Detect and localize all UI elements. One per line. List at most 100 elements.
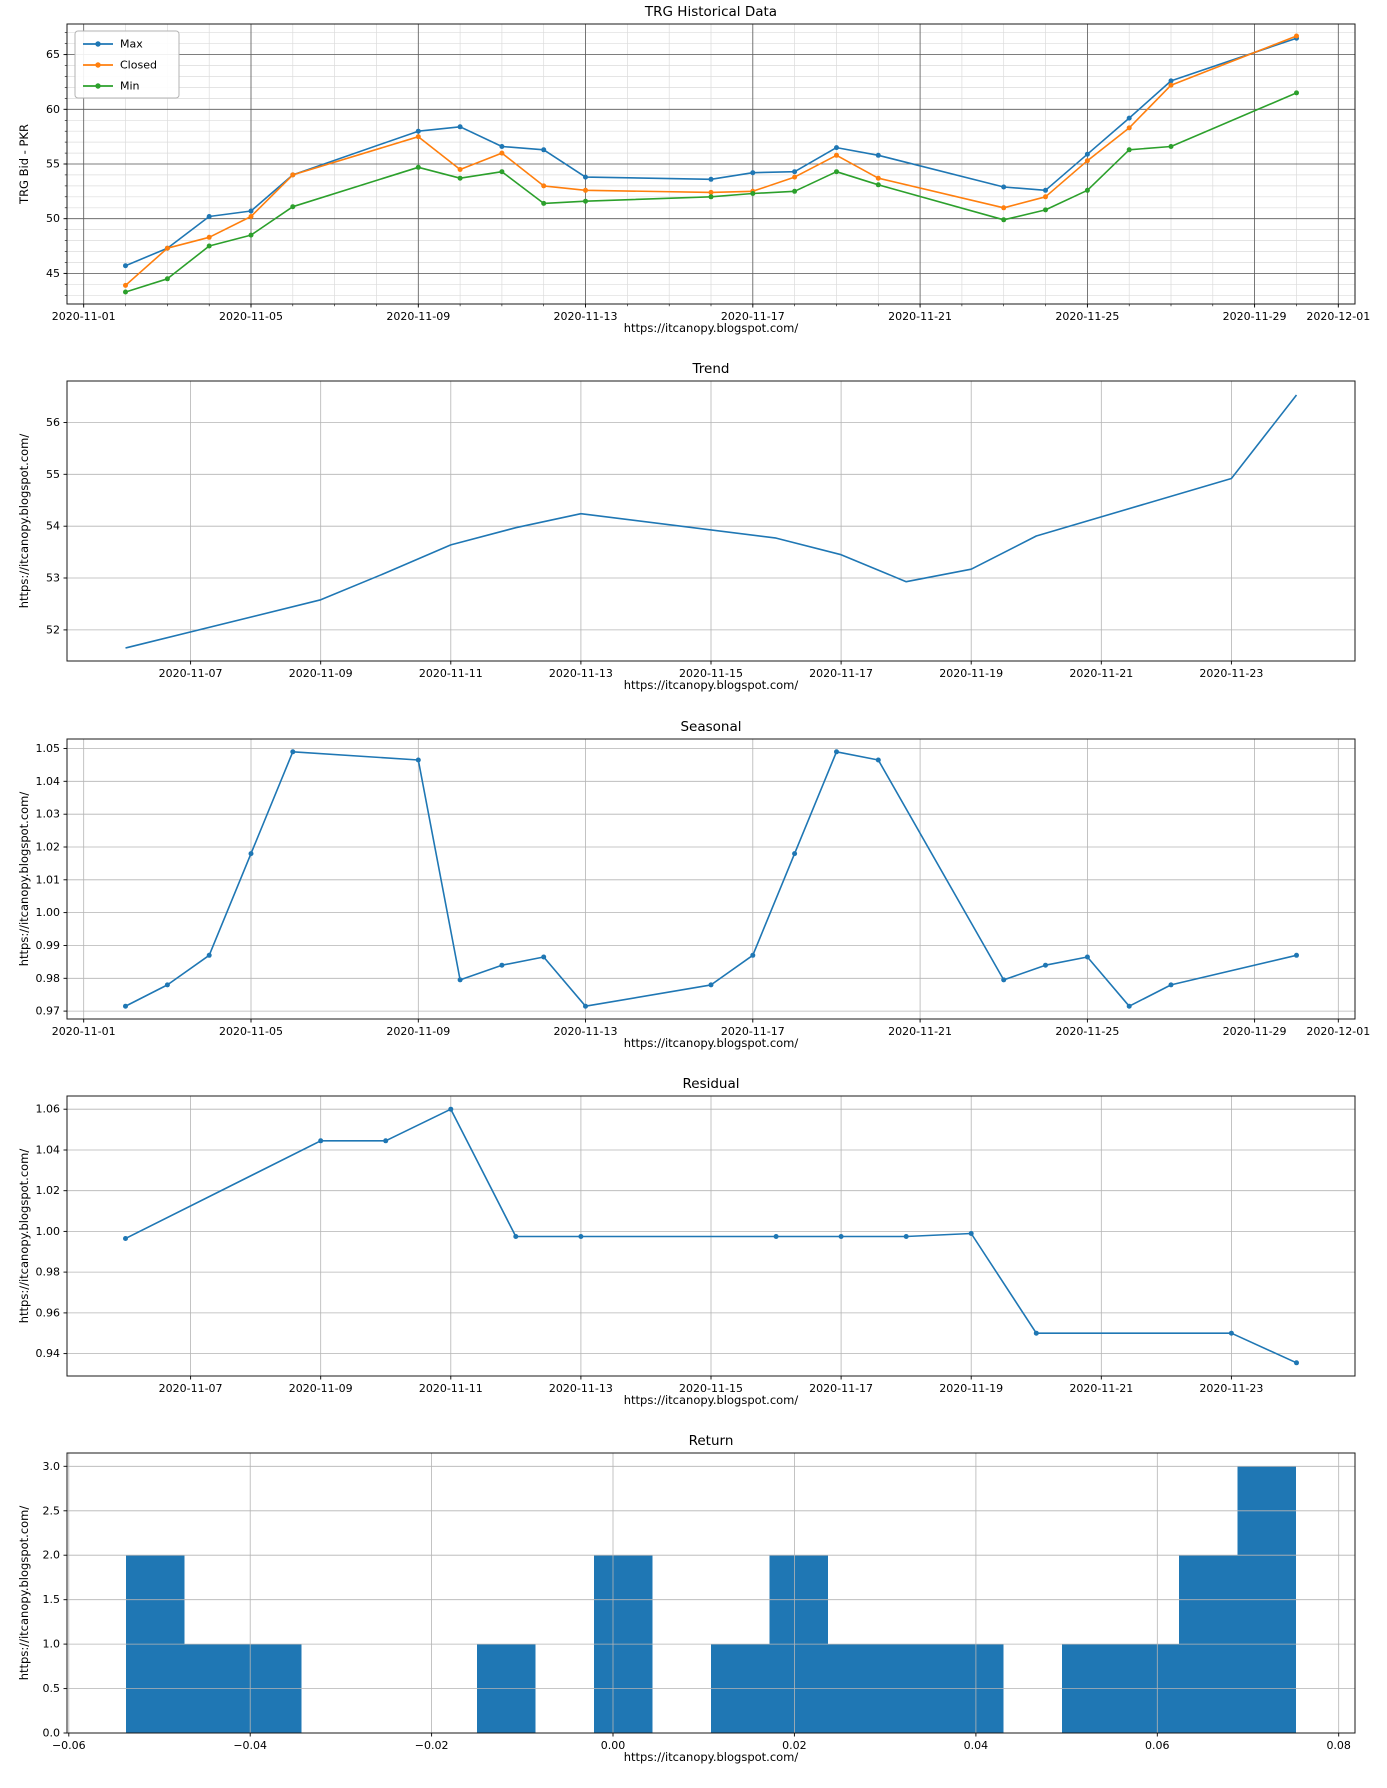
y-axis-label: https://itcanopy.blogspot.com/: [17, 791, 31, 967]
x-tick-label: 2020-11-23: [1199, 667, 1263, 680]
x-tick-label: 2020-11-29: [1223, 310, 1287, 323]
y-tick-label: 0.97: [36, 1005, 61, 1018]
x-tick-label: 2020-11-19: [939, 1382, 1003, 1395]
x-tick-label: 0.08: [1326, 1739, 1351, 1752]
x-tick-label: 2020-11-13: [549, 1382, 613, 1395]
x-tick-label: 2020-11-21: [1069, 667, 1133, 680]
x-tick-label: 0.04: [964, 1739, 989, 1752]
y-tick-label: 1.0: [43, 1638, 61, 1651]
x-tick-label: 2020-11-01: [52, 310, 116, 323]
y-tick-label: 0.98: [36, 972, 61, 985]
x-tick-label: 0.06: [1145, 1739, 1170, 1752]
x-tick-label: 0.02: [782, 1739, 807, 1752]
x-tick-label: 2020-12-01: [1306, 1025, 1370, 1038]
x-tick-label: 2020-11-17: [809, 667, 873, 680]
x-tick-label: 2020-11-25: [1055, 310, 1119, 323]
x-axis-label: https://itcanopy.blogspot.com/: [623, 1750, 799, 1764]
y-tick-label: 3.0: [43, 1460, 61, 1473]
y-tick-label: 1.02: [36, 1184, 61, 1197]
x-tick-label: 2020-11-21: [888, 310, 952, 323]
chart-title: Return: [688, 1433, 734, 1449]
y-tick-label: 55: [46, 468, 60, 481]
y-tick-label: 0.5: [43, 1682, 61, 1695]
x-tick-label: 2020-11-07: [159, 667, 223, 680]
y-tick-label: 0.98: [36, 1266, 61, 1279]
y-tick-label: 0.99: [36, 939, 61, 952]
x-tick-label: 2020-11-29: [1223, 1025, 1287, 1038]
x-tick-label: 2020-12-01: [1306, 310, 1370, 323]
chart-seasonal: 2020-11-01 2020-11-05 2020-11-09 2020-11-13…: [0, 715, 1387, 1072]
y-tick-label: 1.01: [36, 873, 61, 886]
y-axis-label: https://itcanopy.blogspot.com/: [17, 433, 31, 609]
x-axis-label: https://itcanopy.blogspot.com/: [623, 1036, 799, 1050]
series-max: [123, 35, 1299, 269]
major-grid: [67, 381, 1355, 661]
series-seasonal: [123, 749, 1299, 1009]
axis-ticks: 2020-11-01 2020-11-05 2020-11-09 2020-11-13…: [46, 48, 1370, 323]
major-grid: [67, 739, 1355, 1019]
chart-trend: 2020-11-07 2020-11-09 2020-11-11 2020-11-13…: [0, 357, 1387, 714]
x-tick-label: 2020-11-15: [679, 667, 743, 680]
seasonal-plot: 2020-11-01 2020-11-05 2020-11-09 2020-11-13…: [36, 738, 1371, 1038]
series-closed: [123, 33, 1299, 288]
y-tick-label: 2.0: [43, 1549, 61, 1562]
x-tick-label: 2020-11-17: [721, 310, 785, 323]
series-min: [123, 90, 1299, 295]
chart-title: TRG Historical Data: [644, 4, 778, 20]
legend-label: Closed: [120, 59, 157, 72]
x-tick-label: −0.04: [233, 1739, 267, 1752]
axis-ticks: 2020-11-01 2020-11-05 2020-11-09 2020-11-13…: [36, 742, 1371, 1038]
y-tick-label: 45: [46, 267, 60, 280]
y-tick-label: 0.96: [36, 1306, 61, 1319]
x-tick-label: 2020-11-11: [419, 667, 483, 680]
legend-label: Min: [120, 80, 140, 93]
legend-label: Max: [120, 38, 143, 51]
return-histogram-plot: −0.06 −0.04 −0.02 0.00 0.02 0.04 0.06 0.08 0.0 0.…: [43, 1452, 1356, 1752]
x-tick-label: 2020-11-23: [1199, 1382, 1263, 1395]
trg-historical-plot: 2020-11-01 2020-11-05 2020-11-09 2020-11-13…: [46, 23, 1370, 323]
y-tick-label: 1.02: [36, 841, 61, 854]
x-tick-label: 2020-11-13: [549, 667, 613, 680]
major-grid: [67, 1096, 1355, 1376]
y-tick-label: 53: [46, 572, 60, 585]
y-tick-label: 55: [46, 158, 60, 171]
x-tick-label: 2020-11-17: [809, 1382, 873, 1395]
legend: Max Closed Min: [74, 30, 180, 99]
y-tick-label: 0.94: [36, 1347, 61, 1360]
plot-border: [66, 738, 1356, 1020]
x-tick-label: 2020-11-07: [159, 1382, 223, 1395]
x-tick-label: −0.06: [52, 1739, 86, 1752]
y-axis-label: https://itcanopy.blogspot.com/: [17, 1505, 31, 1681]
chart-residual: 2020-11-07 2020-11-09 2020-11-11 2020-11-13…: [0, 1072, 1387, 1429]
y-tick-label: 1.03: [36, 808, 61, 821]
y-tick-label: 1.05: [36, 742, 61, 755]
y-tick-label: 50: [46, 212, 60, 225]
x-tick-label: 2020-11-01: [52, 1025, 116, 1038]
y-tick-label: 2.5: [43, 1504, 61, 1517]
plot-border: [66, 1452, 1356, 1734]
axis-ticks: −0.06 −0.04 −0.02 0.00 0.02 0.04 0.06 0.08 0.0 0.…: [43, 1460, 1351, 1752]
trend-plot: 2020-11-07 2020-11-09 2020-11-11 2020-11-13…: [46, 380, 1356, 680]
y-tick-label: 60: [46, 103, 60, 116]
x-tick-label: 2020-11-09: [386, 1025, 450, 1038]
y-tick-label: 0.0: [43, 1727, 61, 1740]
y-tick-label: 1.00: [36, 906, 61, 919]
y-tick-label: 52: [46, 623, 60, 636]
y-tick-label: 56: [46, 416, 60, 429]
x-tick-label: 2020-11-13: [554, 310, 618, 323]
x-tick-label: 2020-11-09: [386, 310, 450, 323]
y-tick-label: 65: [46, 48, 60, 61]
axis-ticks: 2020-11-07 2020-11-09 2020-11-11 2020-11-13…: [46, 416, 1263, 680]
x-tick-label: 2020-11-21: [1069, 1382, 1133, 1395]
chart-return-histogram: −0.06 −0.04 −0.02 0.00 0.02 0.04 0.06 0.08 0.0 0.…: [0, 1429, 1387, 1786]
y-tick-label: 1.04: [36, 1144, 61, 1157]
series-trend: [125, 394, 1298, 649]
x-tick-label: 2020-11-19: [939, 667, 1003, 680]
x-axis-label: https://itcanopy.blogspot.com/: [623, 1393, 799, 1407]
y-tick-label: 1.06: [36, 1103, 61, 1116]
x-tick-label: 2020-11-15: [679, 1382, 743, 1395]
chart-trg-historical: 2020-11-01 2020-11-05 2020-11-09 2020-11-13…: [0, 0, 1387, 357]
chart-title: Seasonal: [680, 719, 742, 735]
x-tick-label: 2020-11-05: [219, 310, 283, 323]
